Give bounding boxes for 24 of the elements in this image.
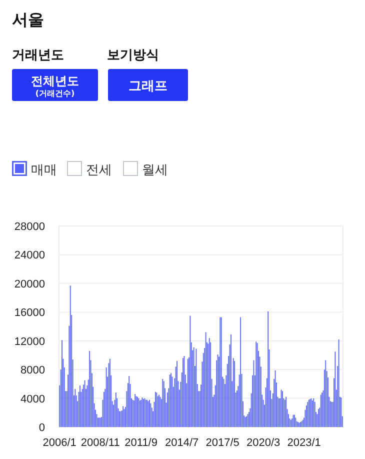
text: 거래년도	[12, 48, 64, 63]
legend-label: 매매	[31, 163, 57, 178]
y-tick-label: 16000	[14, 307, 45, 320]
x-tick-label: 2020/3	[246, 437, 280, 449]
text: 전세	[86, 163, 112, 178]
y-tick-label: 20000	[14, 278, 45, 290]
x-tick-label: 2017/5	[206, 437, 240, 449]
y-tick-label: 28000	[14, 221, 45, 233]
chart-title: 서울	[12, 10, 44, 29]
y-tick-label: 4000	[20, 393, 45, 406]
y-tick-label: 8000	[20, 364, 45, 377]
x-tick-label: 2006/1	[42, 437, 76, 449]
text: 월세	[142, 163, 168, 178]
x-tick-label: 2023/1	[287, 437, 321, 449]
text: 전체년도	[31, 74, 79, 88]
y-tick-label: 12000	[14, 336, 45, 348]
x-tick-label: 2008/11	[80, 437, 120, 449]
text: 보기방식	[107, 48, 159, 63]
y-tick-label: 0	[38, 422, 45, 434]
x-tick-label: 2011/9	[124, 437, 158, 449]
y-tick-label: 24000	[14, 250, 45, 262]
text: (거래건수)	[35, 89, 75, 98]
text: 그래프	[128, 79, 168, 94]
x-tick-label: 2014/7	[165, 437, 199, 449]
